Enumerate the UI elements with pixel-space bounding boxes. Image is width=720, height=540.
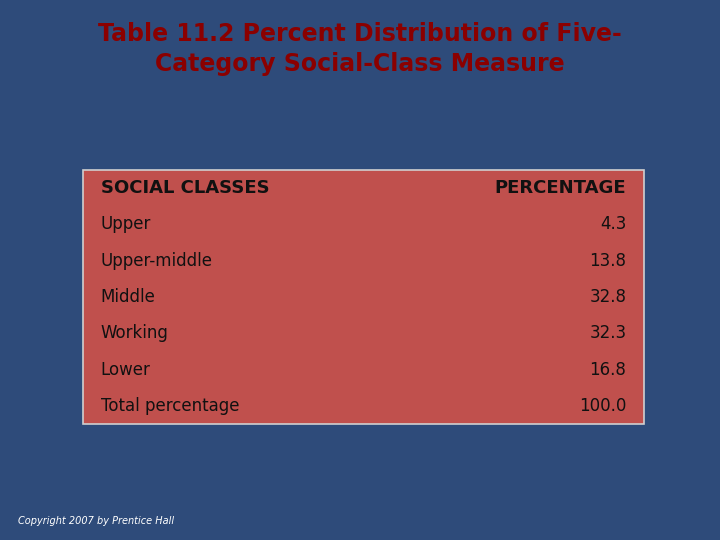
Text: 100.0: 100.0 <box>579 397 626 415</box>
Text: 4.3: 4.3 <box>600 215 626 233</box>
Text: Lower: Lower <box>101 361 150 379</box>
Text: 13.8: 13.8 <box>590 252 626 270</box>
Text: Total percentage: Total percentage <box>101 397 239 415</box>
FancyBboxPatch shape <box>83 170 644 424</box>
Text: Upper: Upper <box>101 215 151 233</box>
Text: SOCIAL CLASSES: SOCIAL CLASSES <box>101 179 269 197</box>
Text: 32.8: 32.8 <box>590 288 626 306</box>
Text: Table 11.2 Percent Distribution of Five-
Category Social-Class Measure: Table 11.2 Percent Distribution of Five-… <box>98 22 622 76</box>
Text: Middle: Middle <box>101 288 156 306</box>
Text: 16.8: 16.8 <box>590 361 626 379</box>
Text: Working: Working <box>101 324 168 342</box>
Text: 32.3: 32.3 <box>589 324 626 342</box>
Text: Upper-middle: Upper-middle <box>101 252 213 270</box>
Text: PERCENTAGE: PERCENTAGE <box>495 179 626 197</box>
Text: Copyright 2007 by Prentice Hall: Copyright 2007 by Prentice Hall <box>18 516 174 526</box>
